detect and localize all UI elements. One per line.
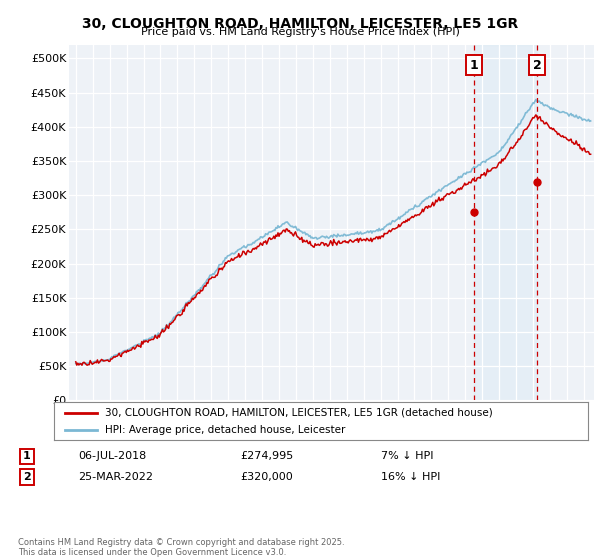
Text: 2: 2 (533, 59, 541, 72)
Text: Contains HM Land Registry data © Crown copyright and database right 2025.
This d: Contains HM Land Registry data © Crown c… (18, 538, 344, 557)
Text: 1: 1 (23, 451, 31, 461)
Text: £320,000: £320,000 (240, 472, 293, 482)
Text: 1: 1 (470, 59, 478, 72)
Bar (474, 45, 537, 400)
Text: 30, CLOUGHTON ROAD, HAMILTON, LEICESTER, LE5 1GR (detached house): 30, CLOUGHTON ROAD, HAMILTON, LEICESTER,… (105, 408, 493, 418)
Text: HPI: Average price, detached house, Leicester: HPI: Average price, detached house, Leic… (105, 425, 345, 435)
Text: £274,995: £274,995 (240, 451, 293, 461)
Text: 06-JUL-2018: 06-JUL-2018 (78, 451, 146, 461)
Text: 2: 2 (23, 472, 31, 482)
Text: 7% ↓ HPI: 7% ↓ HPI (381, 451, 433, 461)
Text: 16% ↓ HPI: 16% ↓ HPI (381, 472, 440, 482)
Text: 30, CLOUGHTON ROAD, HAMILTON, LEICESTER, LE5 1GR: 30, CLOUGHTON ROAD, HAMILTON, LEICESTER,… (82, 17, 518, 31)
Text: 25-MAR-2022: 25-MAR-2022 (78, 472, 153, 482)
Text: Price paid vs. HM Land Registry's House Price Index (HPI): Price paid vs. HM Land Registry's House … (140, 27, 460, 37)
